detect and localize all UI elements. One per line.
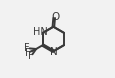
Text: F: F [24, 43, 30, 53]
Text: F: F [28, 51, 33, 61]
Text: F: F [25, 48, 30, 58]
Text: O: O [51, 12, 59, 22]
Text: N: N [50, 47, 58, 57]
Text: HN: HN [33, 27, 48, 37]
